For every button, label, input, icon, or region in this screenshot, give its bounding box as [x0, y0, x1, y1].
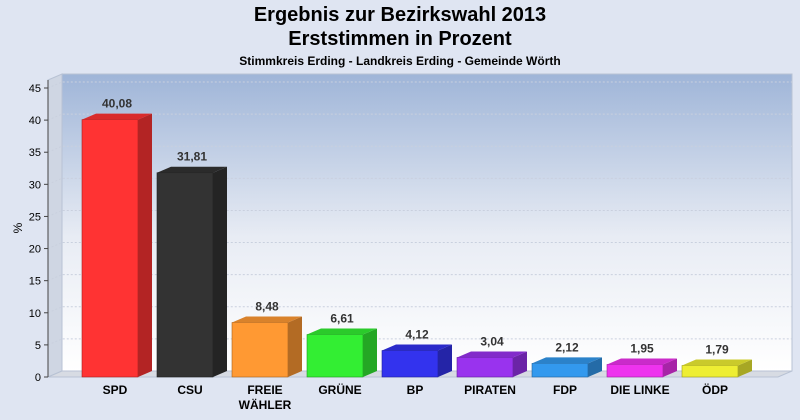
bar-side	[363, 328, 377, 377]
bar-top	[82, 113, 152, 120]
y-tick-label: 20	[29, 244, 41, 256]
y-axis-label: %	[11, 222, 25, 233]
bar-top	[682, 359, 752, 366]
chart-subtitle: Stimmkreis Erding - Landkreis Erding - G…	[239, 54, 561, 68]
bar-top	[157, 166, 227, 173]
data-label: 40,08	[102, 97, 132, 111]
x-tick-label: FDP	[553, 383, 577, 397]
gridline	[47, 145, 792, 153]
chart-title: Ergebnis zur Bezirkswahl 2013	[253, 4, 547, 26]
bar-grüne	[306, 334, 364, 378]
bar-side	[288, 316, 302, 377]
gridline	[47, 338, 792, 346]
y-tick-label: 15	[29, 276, 41, 288]
bar-ödp	[681, 365, 739, 378]
y-tick-label: 35	[29, 147, 41, 159]
y-tick-label: 45	[29, 83, 41, 95]
x-tick-label: FREIE	[247, 383, 282, 397]
bar-top	[232, 316, 302, 323]
x-tick-label: DIE LINKE	[610, 383, 669, 397]
bar-bp	[381, 350, 439, 378]
y-tick-label: 10	[29, 308, 41, 320]
bar-top	[532, 357, 602, 364]
gridline	[47, 274, 792, 282]
gridline	[47, 177, 792, 185]
chart-title-line2: Erststimmen in Prozent	[288, 28, 512, 50]
x-tick-label: BP	[407, 383, 424, 397]
x-tick-label: GRÜNE	[318, 382, 361, 397]
gridline	[47, 306, 792, 314]
x-tick-label: SPD	[103, 383, 128, 397]
y-tick-label: 30	[29, 179, 41, 191]
bar-fdp	[531, 363, 589, 378]
x-tick-label: CSU	[177, 383, 202, 397]
gridline	[47, 81, 792, 89]
bar-piraten	[456, 357, 514, 378]
bar-side	[588, 357, 602, 377]
y-tick-label: 0	[35, 372, 41, 384]
bar-top	[382, 344, 452, 351]
bar-side	[438, 344, 452, 377]
y-tick-label: 25	[29, 211, 41, 223]
bar-freie-wähler	[231, 322, 289, 378]
data-label: 3,04	[480, 334, 504, 348]
data-label: 31,81	[177, 150, 207, 164]
x-tick-label: ÖDP	[702, 382, 728, 397]
bar-side	[663, 358, 677, 377]
y-tick-label: 40	[29, 115, 41, 127]
gridline	[47, 209, 792, 217]
bar-side	[213, 166, 227, 377]
bar-spd	[81, 119, 139, 378]
bar-die-linke	[606, 364, 664, 378]
bar-side	[738, 359, 752, 377]
x-tick-label: WÄHLER	[239, 397, 292, 412]
x-tick-label: PIRATEN	[464, 383, 516, 397]
bar-top	[607, 358, 677, 365]
bar-side	[138, 113, 152, 377]
data-label: 4,12	[405, 328, 429, 342]
plot-side-wall	[47, 73, 63, 378]
bar-top	[457, 351, 527, 358]
data-label: 8,48	[255, 300, 279, 314]
data-label: 6,61	[330, 312, 354, 326]
gridline	[47, 113, 792, 121]
bar-side	[513, 351, 527, 377]
data-label: 1,79	[705, 343, 729, 357]
data-label: 1,95	[630, 341, 654, 355]
y-tick-label: 5	[35, 340, 41, 352]
gridline	[47, 242, 792, 250]
bar-csu	[156, 172, 214, 378]
data-label: 2,12	[555, 340, 579, 354]
bar-top	[307, 328, 377, 335]
